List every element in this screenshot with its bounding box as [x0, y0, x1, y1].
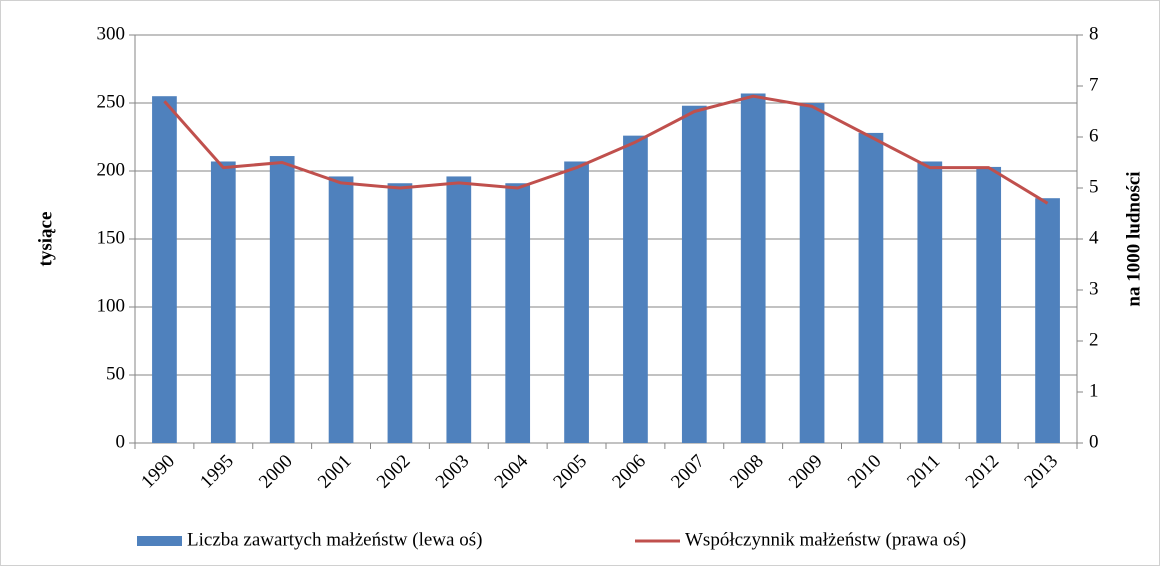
bar	[681, 105, 707, 443]
legend-label: Liczba zawartych małżeństw (lewa oś)	[187, 529, 482, 550]
bar	[1035, 198, 1060, 443]
legend-swatch	[137, 536, 182, 546]
y2-tick-label: 6	[1089, 125, 1099, 146]
bar	[564, 161, 589, 444]
bar	[328, 176, 354, 443]
y2-tick-label: 7	[1089, 74, 1099, 95]
line	[163, 94, 1049, 205]
y2-tick-label: 2	[1089, 329, 1099, 350]
y-tick-label: 200	[97, 159, 126, 180]
bar	[976, 166, 1002, 444]
y2-tick-label: 8	[1089, 23, 1099, 44]
bar	[269, 156, 295, 444]
legend-label: Współczynnik małżeństw (prawa oś)	[685, 529, 966, 550]
y-tick-label: 250	[97, 91, 126, 112]
y2-tick-label: 0	[1089, 431, 1099, 452]
y2-tick-label: 3	[1089, 278, 1099, 299]
bar	[917, 161, 943, 444]
bar	[505, 183, 531, 444]
y2-tick-label: 1	[1089, 380, 1099, 401]
bar	[623, 135, 648, 443]
y2-axis-title: na 1000 ludności	[1123, 171, 1144, 306]
y-tick-label: 300	[97, 23, 126, 44]
bar	[858, 132, 884, 444]
y-tick-label: 0	[116, 431, 126, 452]
bar	[446, 176, 472, 443]
y-axis-title: tysiące	[35, 212, 56, 267]
y-tick-label: 50	[106, 363, 125, 384]
bar	[152, 96, 177, 443]
bar	[799, 103, 825, 443]
y-tick-label: 150	[97, 227, 126, 248]
bar	[210, 161, 236, 444]
bar	[387, 183, 413, 444]
y-tick-label: 100	[97, 295, 126, 316]
y2-tick-label: 5	[1089, 176, 1099, 197]
y2-tick-label: 4	[1089, 227, 1099, 248]
bar	[740, 93, 766, 443]
